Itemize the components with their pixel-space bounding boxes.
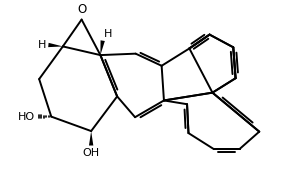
Text: H: H [104, 29, 112, 39]
Text: O: O [77, 3, 86, 16]
Text: HO: HO [17, 112, 35, 122]
Polygon shape [48, 43, 63, 47]
Text: H: H [38, 40, 47, 50]
Text: OH: OH [83, 148, 100, 158]
Polygon shape [89, 131, 93, 146]
Polygon shape [100, 40, 105, 55]
